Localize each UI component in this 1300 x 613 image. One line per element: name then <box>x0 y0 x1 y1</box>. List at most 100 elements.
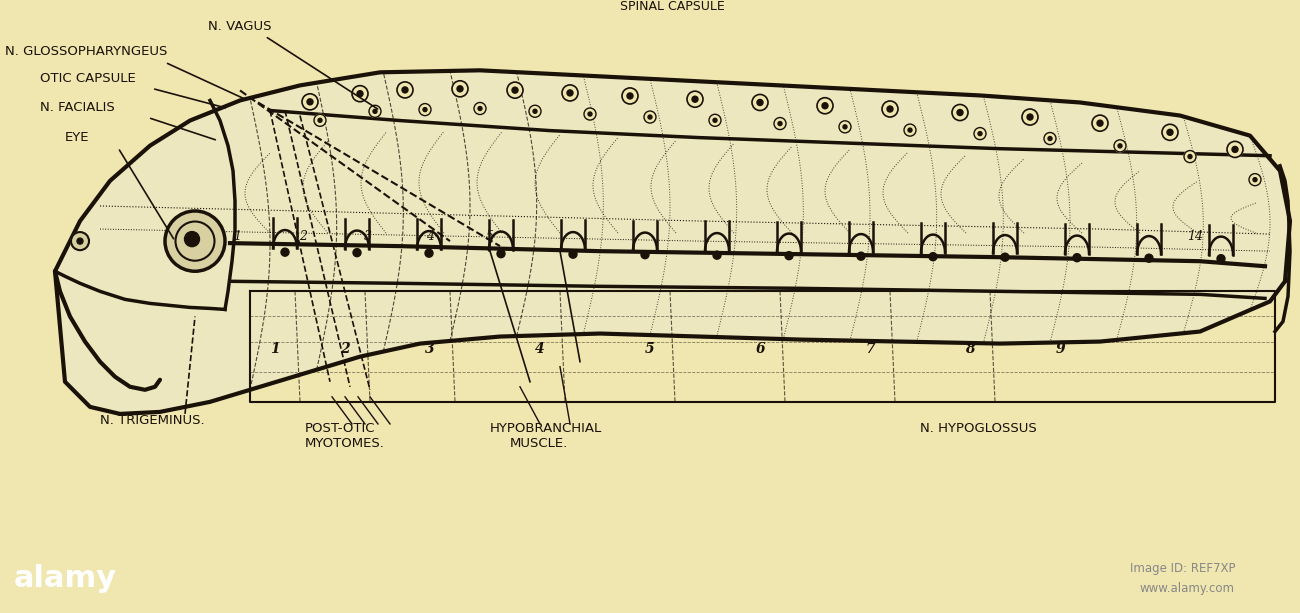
Circle shape <box>452 81 468 97</box>
Circle shape <box>396 82 413 98</box>
Circle shape <box>822 103 828 109</box>
Circle shape <box>352 86 368 102</box>
Circle shape <box>686 91 703 107</box>
Circle shape <box>774 118 786 129</box>
Circle shape <box>1092 115 1108 131</box>
Circle shape <box>1227 142 1243 158</box>
Circle shape <box>1162 124 1178 140</box>
Circle shape <box>785 252 793 260</box>
Circle shape <box>373 109 377 113</box>
Circle shape <box>881 101 898 117</box>
Circle shape <box>72 232 88 250</box>
Text: 7: 7 <box>866 341 875 356</box>
Circle shape <box>857 252 864 260</box>
Circle shape <box>478 107 482 110</box>
Circle shape <box>1188 154 1192 159</box>
Circle shape <box>751 94 768 110</box>
Circle shape <box>569 250 577 258</box>
Text: N. HYPOGLOSSUS: N. HYPOGLOSSUS <box>920 422 1037 435</box>
Text: N. VAGUS: N. VAGUS <box>208 20 272 33</box>
Text: www.alamy.com: www.alamy.com <box>1140 582 1235 595</box>
Circle shape <box>512 87 517 93</box>
Circle shape <box>644 111 656 123</box>
Text: HYPOBRANCHIAL: HYPOBRANCHIAL <box>490 422 602 435</box>
Text: POST-OTIC: POST-OTIC <box>306 422 376 435</box>
Polygon shape <box>55 70 1290 414</box>
Circle shape <box>562 85 578 101</box>
Circle shape <box>529 105 541 117</box>
Circle shape <box>1027 114 1034 120</box>
Circle shape <box>1217 254 1225 263</box>
Circle shape <box>957 110 963 115</box>
Circle shape <box>1232 147 1238 153</box>
Circle shape <box>369 105 381 117</box>
Circle shape <box>533 109 537 113</box>
Circle shape <box>588 112 592 116</box>
Text: N. FACIALIS: N. FACIALIS <box>40 101 114 113</box>
Text: 4: 4 <box>536 341 545 356</box>
Text: MYOTOMES.: MYOTOMES. <box>306 437 385 450</box>
Text: Image ID: REF7XP: Image ID: REF7XP <box>1130 562 1235 575</box>
Circle shape <box>816 97 833 114</box>
Circle shape <box>952 104 968 121</box>
Circle shape <box>419 104 432 116</box>
Circle shape <box>1097 120 1102 126</box>
Circle shape <box>757 99 763 105</box>
Circle shape <box>838 121 852 133</box>
Circle shape <box>402 87 408 93</box>
Circle shape <box>425 249 433 257</box>
Circle shape <box>584 108 595 120</box>
Circle shape <box>315 114 326 126</box>
Circle shape <box>1022 109 1037 125</box>
Text: 8: 8 <box>965 341 975 356</box>
Circle shape <box>712 251 722 259</box>
Circle shape <box>930 253 937 261</box>
Circle shape <box>1253 178 1257 181</box>
Text: 14: 14 <box>1187 230 1202 243</box>
Text: SPINAL CAPSULE: SPINAL CAPSULE <box>620 0 725 13</box>
Circle shape <box>567 90 573 96</box>
Circle shape <box>907 128 913 132</box>
Text: MUSCLE.: MUSCLE. <box>510 437 568 450</box>
Circle shape <box>474 102 486 115</box>
Circle shape <box>903 124 916 136</box>
Circle shape <box>627 93 633 99</box>
Text: alamy: alamy <box>13 564 117 593</box>
Text: 6: 6 <box>755 341 764 356</box>
Text: N. GLOSSOPHARYNGEUS: N. GLOSSOPHARYNGEUS <box>5 45 168 58</box>
Circle shape <box>842 125 848 129</box>
Circle shape <box>708 114 722 126</box>
Circle shape <box>307 99 313 105</box>
Circle shape <box>1048 137 1052 140</box>
Circle shape <box>777 121 783 126</box>
Text: 3: 3 <box>425 341 434 356</box>
Text: 1: 1 <box>270 341 280 356</box>
Text: 5: 5 <box>645 341 655 356</box>
Circle shape <box>1072 254 1082 262</box>
Circle shape <box>641 251 649 259</box>
Text: 1: 1 <box>233 230 240 243</box>
Text: 2: 2 <box>341 341 350 356</box>
Circle shape <box>281 248 289 256</box>
Text: 2: 2 <box>299 230 307 243</box>
Circle shape <box>302 94 318 110</box>
Circle shape <box>422 108 426 112</box>
Circle shape <box>1118 144 1122 148</box>
Circle shape <box>1249 173 1261 186</box>
Circle shape <box>647 115 653 119</box>
Circle shape <box>1114 140 1126 152</box>
Text: OTIC CAPSULE: OTIC CAPSULE <box>40 72 135 85</box>
Circle shape <box>1167 129 1173 135</box>
Circle shape <box>458 86 463 92</box>
Circle shape <box>507 82 523 98</box>
Text: EYE: EYE <box>65 131 90 143</box>
Circle shape <box>1044 132 1056 145</box>
Text: 9: 9 <box>1056 341 1065 356</box>
Circle shape <box>1001 253 1009 261</box>
Circle shape <box>692 96 698 102</box>
Circle shape <box>318 118 322 123</box>
Circle shape <box>712 118 718 123</box>
Circle shape <box>974 128 985 140</box>
Circle shape <box>1145 254 1153 262</box>
Circle shape <box>77 238 83 244</box>
